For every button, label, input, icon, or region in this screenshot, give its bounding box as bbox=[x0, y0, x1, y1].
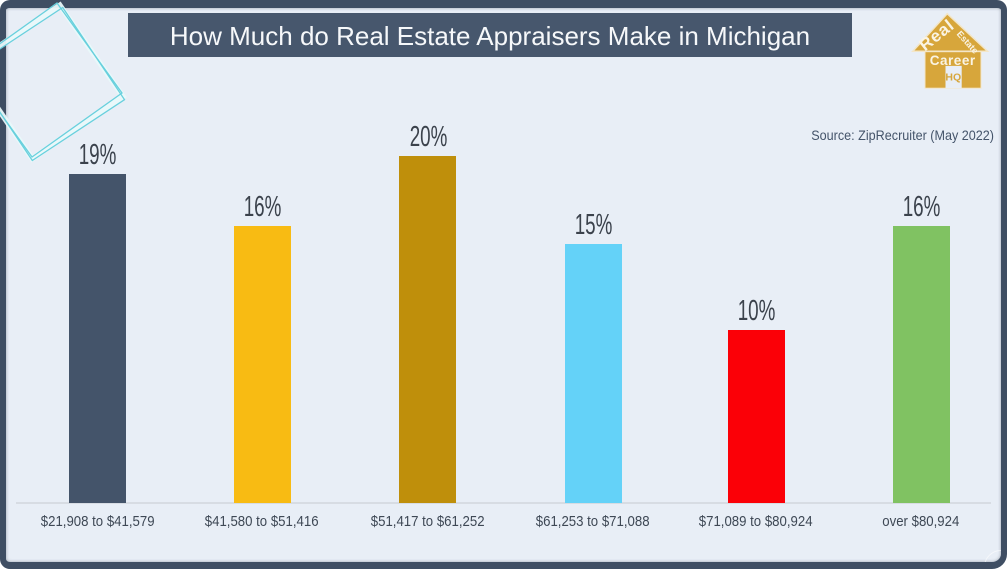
svg-text:Career: Career bbox=[930, 53, 976, 68]
svg-text:HQ: HQ bbox=[945, 72, 961, 84]
